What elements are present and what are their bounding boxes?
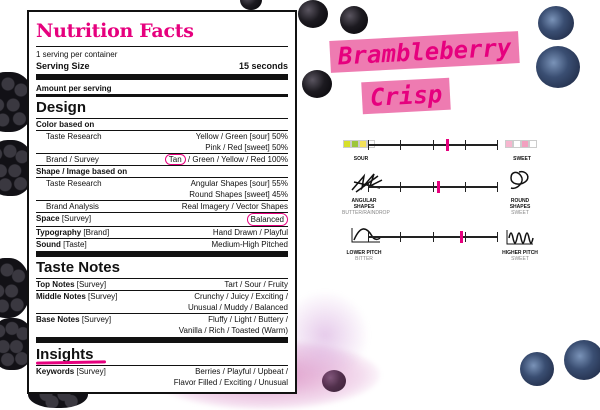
sour-label: SOUR bbox=[353, 156, 369, 162]
amount-per-serving: Amount per serving bbox=[36, 84, 112, 93]
blueberry-image bbox=[536, 46, 580, 88]
low-pitch-wave-icon bbox=[351, 228, 381, 243]
higher-pitch-label: HIGHER PITCH SWEET bbox=[502, 250, 538, 262]
sweet-label: SWEET bbox=[513, 156, 531, 162]
serving-size-row: Serving Size 15 seconds bbox=[36, 60, 288, 72]
brand-survey-row: Brand / Survey Tan / Green / Yellow / Re… bbox=[36, 153, 288, 165]
high-pitch-wave-icon bbox=[506, 230, 534, 245]
lower-pitch-label: LOWER PITCH BITTER bbox=[346, 250, 382, 262]
slider-marker bbox=[446, 139, 449, 151]
typography-row: Typography [Brand] Hand Drawn / Playful bbox=[36, 226, 288, 237]
sound-row: Sound [Taste] Medium-High Pitched bbox=[36, 238, 288, 249]
slider-sour-sweet bbox=[368, 139, 498, 151]
blackcurrant-image bbox=[240, 0, 262, 10]
blackberry-image bbox=[0, 258, 30, 318]
servings-per-container: 1 serving per container bbox=[36, 50, 118, 59]
insights-underline bbox=[35, 360, 106, 365]
design-heading: Design bbox=[36, 99, 87, 116]
color-row: Taste Research Yellow / Green [sour] 50% bbox=[36, 130, 288, 142]
shape-row: Taste Research Angular Shapes [sour] 55% bbox=[36, 177, 288, 189]
blueberry-image bbox=[564, 340, 600, 380]
middle-notes-row: Middle Notes [Survey] Crunchy / Juicy / … bbox=[36, 290, 288, 301]
nutrition-label: Nutrition Facts 1 serving per container … bbox=[27, 10, 297, 394]
shape-row: Brand Analysis Real Imagery / Vector Shap… bbox=[36, 200, 288, 212]
balanced-circled: Balanced bbox=[246, 213, 288, 226]
brand-title-line2: Crisp bbox=[361, 77, 452, 115]
top-notes-row: Top Notes [Survey] Tart / Sour / Fruity bbox=[36, 280, 288, 289]
sweet-swatches bbox=[505, 140, 537, 148]
angular-shapes-icon bbox=[351, 173, 383, 193]
insights-heading: Insights bbox=[35, 346, 106, 365]
round-shapes-label: ROUND SHAPES SWEET bbox=[509, 198, 531, 216]
label-title: Nutrition Facts bbox=[36, 20, 194, 42]
base-notes-row-cont: Vanilla / Rich / Toasted (Warm) bbox=[178, 326, 288, 335]
blueberry-image bbox=[538, 6, 574, 40]
round-shapes-icon bbox=[510, 170, 529, 190]
brand-title-line1: Brambleberry bbox=[329, 31, 521, 73]
keywords-row-cont: Flavor Filled / Exciting / Unusual bbox=[173, 378, 288, 387]
slider-angular-round bbox=[368, 181, 498, 193]
shape-heading: Shape / Image based on bbox=[36, 165, 288, 177]
brand-title: Brambleberry bbox=[329, 31, 521, 73]
slider-pitch bbox=[368, 231, 498, 243]
blackcurrant-image bbox=[298, 0, 328, 28]
blackcurrant-image bbox=[302, 70, 332, 98]
keywords-row: Keywords [Survey] Berries / Playful / Up… bbox=[36, 367, 288, 376]
base-notes-row: Base Notes [Survey] Fluffy / Light / But… bbox=[36, 313, 288, 324]
middle-notes-row-cont: Unusual / Muddy / Balanced bbox=[187, 303, 288, 312]
tan-circled: Tan bbox=[164, 154, 186, 165]
slider-marker bbox=[437, 181, 440, 193]
blueberry-image bbox=[520, 352, 554, 386]
shape-row: Round Shapes [sweet] 45% bbox=[189, 190, 288, 199]
blackcurrant-image bbox=[340, 6, 368, 34]
serving-size-value: 15 seconds bbox=[238, 61, 288, 71]
color-heading: Color based on bbox=[36, 120, 95, 129]
space-row: Space [Survey] Balanced bbox=[36, 212, 288, 226]
color-row: Pink / Red [sweet] 50% bbox=[205, 143, 288, 152]
serving-size-label: Serving Size bbox=[36, 61, 90, 71]
taste-notes-heading: Taste Notes bbox=[36, 259, 120, 276]
brand-title-line2-wrap: Crisp bbox=[361, 77, 452, 115]
angular-shapes-label: ANGULAR SHAPES BUTTER/RAINDROP bbox=[342, 198, 390, 216]
slider-marker bbox=[460, 231, 463, 243]
